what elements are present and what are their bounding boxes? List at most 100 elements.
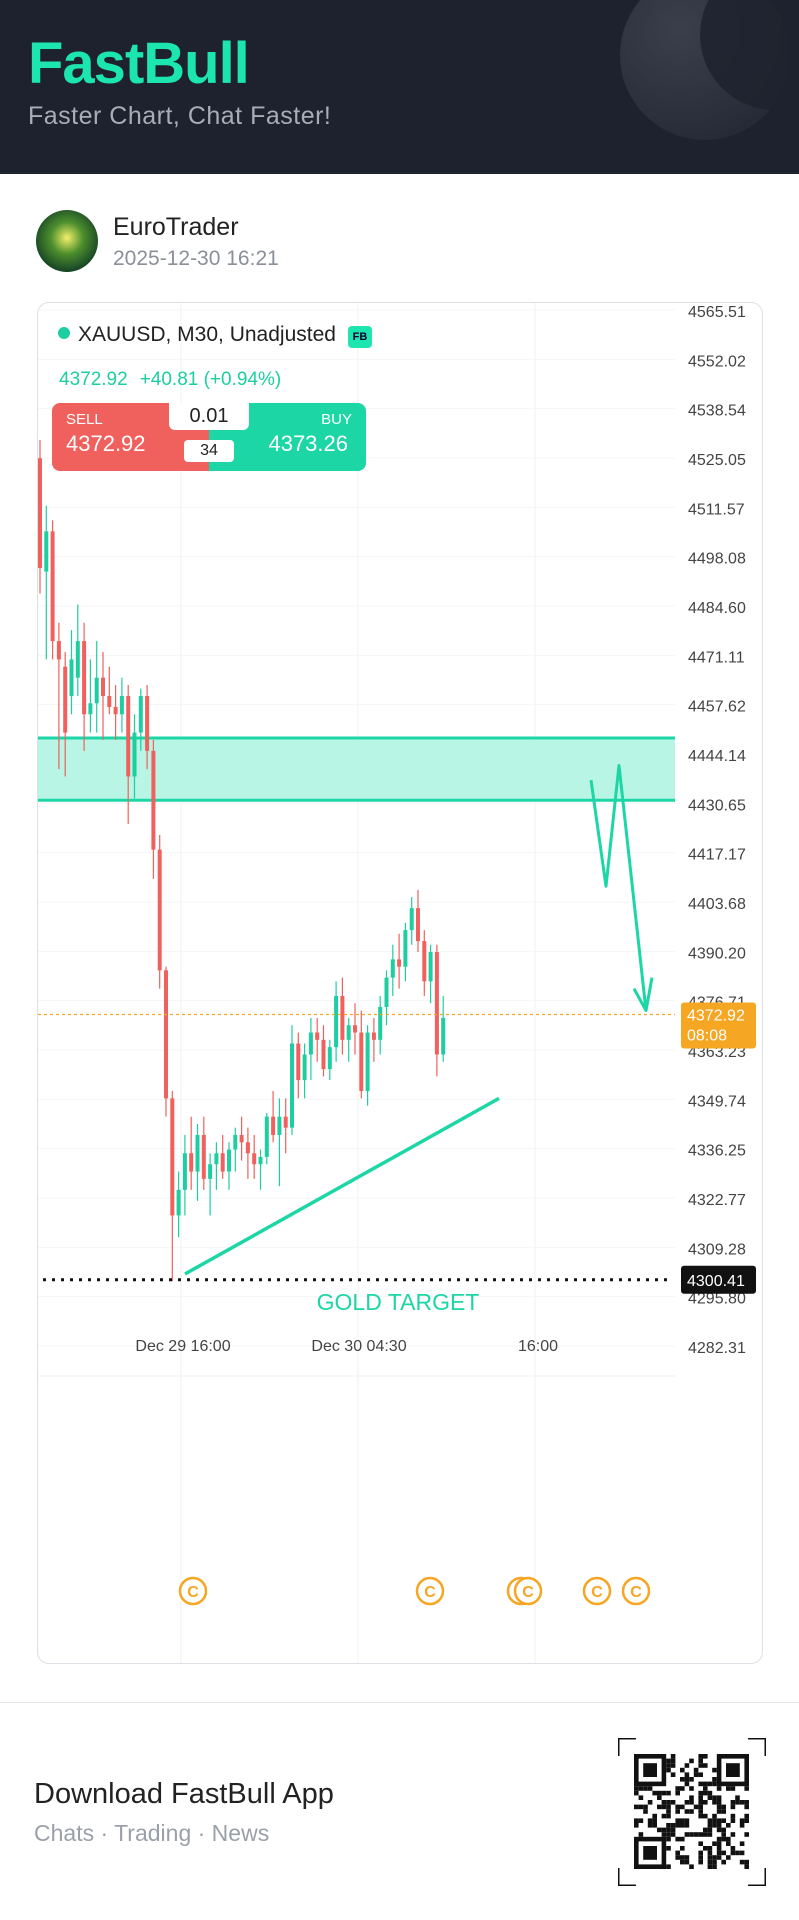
qr-module bbox=[666, 1804, 671, 1810]
qr-module bbox=[716, 1827, 722, 1833]
candle-body bbox=[38, 458, 42, 568]
gold-target-label: GOLD TARGET bbox=[317, 1289, 480, 1315]
sell-label: SELL bbox=[66, 411, 103, 428]
qr-module bbox=[730, 1786, 736, 1791]
qr-module bbox=[712, 1818, 717, 1823]
event-marker-icon[interactable] bbox=[513, 1576, 543, 1606]
y-axis-tick-label: 4471.11 bbox=[688, 649, 745, 666]
candle-body bbox=[44, 531, 49, 572]
app-header: FastBull Faster Chart, Chat Faster! bbox=[0, 0, 799, 174]
qr-module bbox=[680, 1846, 685, 1851]
qr-module bbox=[730, 1813, 736, 1819]
qr-module bbox=[716, 1800, 722, 1805]
qr-module bbox=[744, 1804, 749, 1810]
qr-module bbox=[712, 1813, 717, 1819]
y-axis-tick-label: 4390.20 bbox=[688, 945, 746, 962]
qr-module bbox=[716, 1850, 722, 1856]
buy-label: BUY bbox=[321, 411, 352, 428]
candle-body bbox=[359, 1032, 364, 1092]
qr-module bbox=[684, 1823, 690, 1828]
qr-module bbox=[726, 1836, 731, 1842]
event-marker-letter: C bbox=[522, 1584, 534, 1601]
projection-arrowhead bbox=[632, 977, 654, 1013]
event-marker-letter: C bbox=[187, 1584, 199, 1601]
qr-module bbox=[647, 1818, 653, 1823]
brand-tagline: Faster Chart, Chat Faster! bbox=[28, 102, 332, 130]
qr-module bbox=[707, 1855, 713, 1860]
lot-size-input[interactable]: 0.01 bbox=[169, 403, 249, 430]
qr-module bbox=[689, 1786, 694, 1791]
qr-frame-corner bbox=[618, 1868, 636, 1886]
qr-module bbox=[638, 1804, 644, 1810]
qr-module bbox=[707, 1850, 713, 1856]
qr-module bbox=[647, 1786, 653, 1791]
y-axis-tick-label: 4552.02 bbox=[688, 353, 746, 370]
qr-module bbox=[712, 1841, 717, 1846]
qr-module bbox=[666, 1809, 671, 1814]
candle-body bbox=[397, 959, 402, 967]
qr-module bbox=[684, 1859, 690, 1865]
qr-module bbox=[721, 1850, 726, 1856]
qr-module bbox=[703, 1763, 708, 1768]
qr-module bbox=[721, 1827, 726, 1833]
qr-module bbox=[707, 1823, 713, 1828]
qr-module bbox=[680, 1859, 685, 1865]
qr-module bbox=[726, 1786, 731, 1791]
event-marker-icon[interactable] bbox=[178, 1576, 208, 1606]
candle-body bbox=[182, 1153, 187, 1190]
qr-module bbox=[638, 1795, 644, 1800]
qr-module bbox=[661, 1832, 667, 1837]
download-title[interactable]: Download FastBull App bbox=[34, 1778, 334, 1810]
qr-module bbox=[661, 1827, 667, 1833]
qr-module bbox=[716, 1818, 722, 1823]
y-axis-tick-label: 4457.62 bbox=[688, 699, 746, 716]
y-axis-tick-label: 4484.60 bbox=[688, 600, 746, 617]
event-marker-icon[interactable] bbox=[582, 1576, 612, 1606]
qr-module bbox=[721, 1809, 726, 1814]
qr-module bbox=[703, 1832, 708, 1837]
qr-module bbox=[726, 1841, 731, 1846]
qr-module bbox=[689, 1777, 694, 1782]
qr-module bbox=[666, 1767, 671, 1773]
event-marker-icon[interactable] bbox=[621, 1576, 651, 1606]
qr-frame-corner bbox=[618, 1738, 636, 1756]
qr-module bbox=[703, 1786, 708, 1791]
qr-module bbox=[680, 1786, 685, 1791]
qr-module bbox=[680, 1836, 685, 1842]
event-marker-icon[interactable] bbox=[415, 1576, 445, 1606]
qr-module bbox=[744, 1813, 749, 1819]
candle-body bbox=[189, 1153, 194, 1172]
qr-module bbox=[712, 1855, 717, 1860]
qr-module bbox=[698, 1832, 703, 1837]
candle-body bbox=[390, 959, 395, 978]
qr-module bbox=[666, 1836, 671, 1842]
qr-code-icon[interactable] bbox=[618, 1738, 766, 1886]
y-axis-tick-label: 4282.31 bbox=[688, 1340, 746, 1357]
sell-button[interactable]: SELL 4372.92 bbox=[52, 403, 209, 471]
qr-module bbox=[712, 1800, 717, 1805]
y-axis-tick-label: 4511.57 bbox=[688, 501, 745, 518]
price-chart[interactable]: GOLD TARGET 4565.51 4552.02 4538.54 4525.05 4… bbox=[38, 303, 763, 1664]
qr-module bbox=[703, 1790, 708, 1796]
qr-module bbox=[652, 1818, 657, 1823]
qr-module bbox=[744, 1859, 749, 1865]
qr-module bbox=[638, 1818, 644, 1823]
candle-body bbox=[227, 1149, 231, 1172]
chart-card[interactable]: GOLD TARGET 4565.51 4552.02 4538.54 4525.05 4… bbox=[37, 302, 763, 1664]
quote-line: 4372.92 +40.81 (+0.94%) bbox=[59, 369, 293, 391]
qr-module bbox=[693, 1772, 699, 1777]
qr-module bbox=[670, 1800, 676, 1805]
qr-module bbox=[675, 1855, 680, 1860]
candle-body bbox=[56, 641, 61, 660]
globe-avatar-icon[interactable] bbox=[36, 210, 98, 272]
qr-module bbox=[670, 1827, 676, 1833]
candle-body bbox=[434, 952, 439, 1055]
qr-module bbox=[634, 1804, 639, 1810]
qr-module bbox=[680, 1823, 685, 1828]
author-name[interactable]: EuroTrader bbox=[113, 213, 239, 241]
qr-module bbox=[666, 1800, 671, 1805]
candle-body bbox=[176, 1189, 181, 1216]
qr-module bbox=[666, 1832, 671, 1837]
qr-module bbox=[689, 1800, 694, 1805]
candle-body bbox=[258, 1156, 263, 1165]
